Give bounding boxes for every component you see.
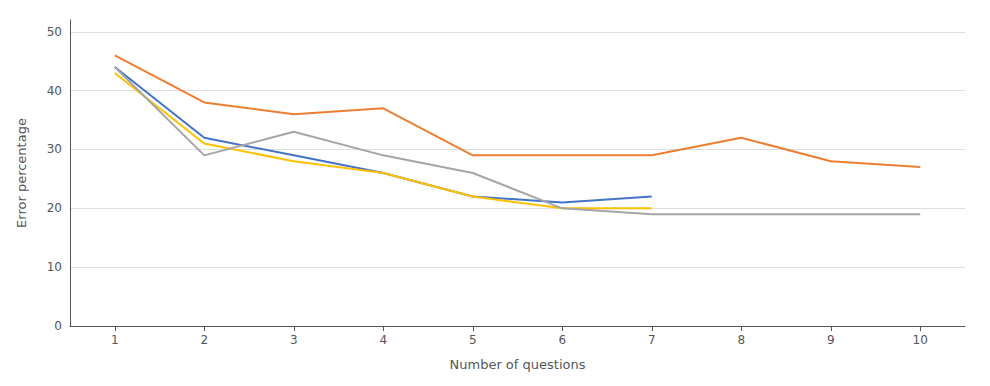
svg-text:6: 6 — [558, 333, 566, 347]
svg-text:20: 20 — [47, 201, 62, 215]
svg-text:5: 5 — [469, 333, 477, 347]
svg-text:3: 3 — [290, 333, 298, 347]
svg-text:50: 50 — [47, 25, 62, 39]
svg-text:7: 7 — [648, 333, 656, 347]
svg-text:9: 9 — [827, 333, 835, 347]
svg-text:0: 0 — [54, 319, 62, 333]
svg-text:8: 8 — [737, 333, 745, 347]
svg-text:30: 30 — [47, 142, 62, 156]
svg-text:4: 4 — [379, 333, 387, 347]
svg-text:Number of questions: Number of questions — [450, 357, 586, 372]
svg-text:10: 10 — [47, 260, 62, 274]
svg-text:2: 2 — [200, 333, 208, 347]
svg-text:10: 10 — [913, 333, 928, 347]
svg-text:Error percentage: Error percentage — [14, 118, 29, 228]
svg-text:40: 40 — [47, 84, 62, 98]
svg-text:1: 1 — [111, 333, 119, 347]
